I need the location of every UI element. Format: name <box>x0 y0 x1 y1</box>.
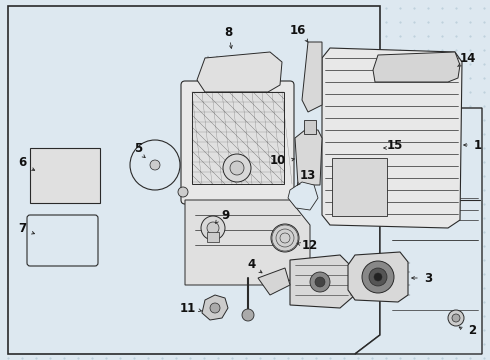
Text: 5: 5 <box>134 141 142 154</box>
Text: 7: 7 <box>18 221 26 234</box>
Bar <box>192 92 284 184</box>
Text: 2: 2 <box>468 324 476 337</box>
Text: 10: 10 <box>270 153 286 166</box>
Circle shape <box>452 314 460 322</box>
Polygon shape <box>258 268 290 295</box>
Polygon shape <box>290 255 355 308</box>
Circle shape <box>210 303 220 313</box>
Polygon shape <box>202 295 228 320</box>
Polygon shape <box>8 6 380 354</box>
Polygon shape <box>348 252 408 302</box>
Text: 1: 1 <box>474 139 482 152</box>
Text: 8: 8 <box>224 26 232 39</box>
Text: 3: 3 <box>424 271 432 284</box>
Text: 16: 16 <box>290 23 306 36</box>
Text: 6: 6 <box>18 156 26 168</box>
FancyBboxPatch shape <box>181 81 294 204</box>
Circle shape <box>130 140 180 190</box>
Text: 11: 11 <box>180 302 196 315</box>
Bar <box>207 232 219 242</box>
Polygon shape <box>302 42 322 112</box>
Circle shape <box>362 261 394 293</box>
Polygon shape <box>322 48 462 228</box>
Circle shape <box>448 310 464 326</box>
Circle shape <box>369 268 387 286</box>
Circle shape <box>178 187 188 197</box>
Circle shape <box>230 161 244 175</box>
Text: 14: 14 <box>460 51 476 64</box>
Circle shape <box>315 277 325 287</box>
Circle shape <box>223 154 251 182</box>
Bar <box>30 148 100 203</box>
Circle shape <box>207 222 219 234</box>
Polygon shape <box>355 108 482 354</box>
Circle shape <box>242 309 254 321</box>
Circle shape <box>271 224 299 252</box>
Bar <box>304 120 316 134</box>
Bar <box>332 158 387 216</box>
Text: 12: 12 <box>302 239 318 252</box>
Circle shape <box>150 160 160 170</box>
Polygon shape <box>197 52 282 92</box>
Circle shape <box>310 272 330 292</box>
Text: 9: 9 <box>221 208 229 221</box>
Polygon shape <box>185 200 310 285</box>
Circle shape <box>374 273 382 281</box>
Polygon shape <box>373 52 460 82</box>
Polygon shape <box>288 182 318 210</box>
FancyBboxPatch shape <box>27 215 98 266</box>
Text: 13: 13 <box>300 168 316 181</box>
Circle shape <box>201 216 225 240</box>
Polygon shape <box>295 130 322 185</box>
Text: 4: 4 <box>248 258 256 271</box>
Text: 15: 15 <box>387 139 403 152</box>
